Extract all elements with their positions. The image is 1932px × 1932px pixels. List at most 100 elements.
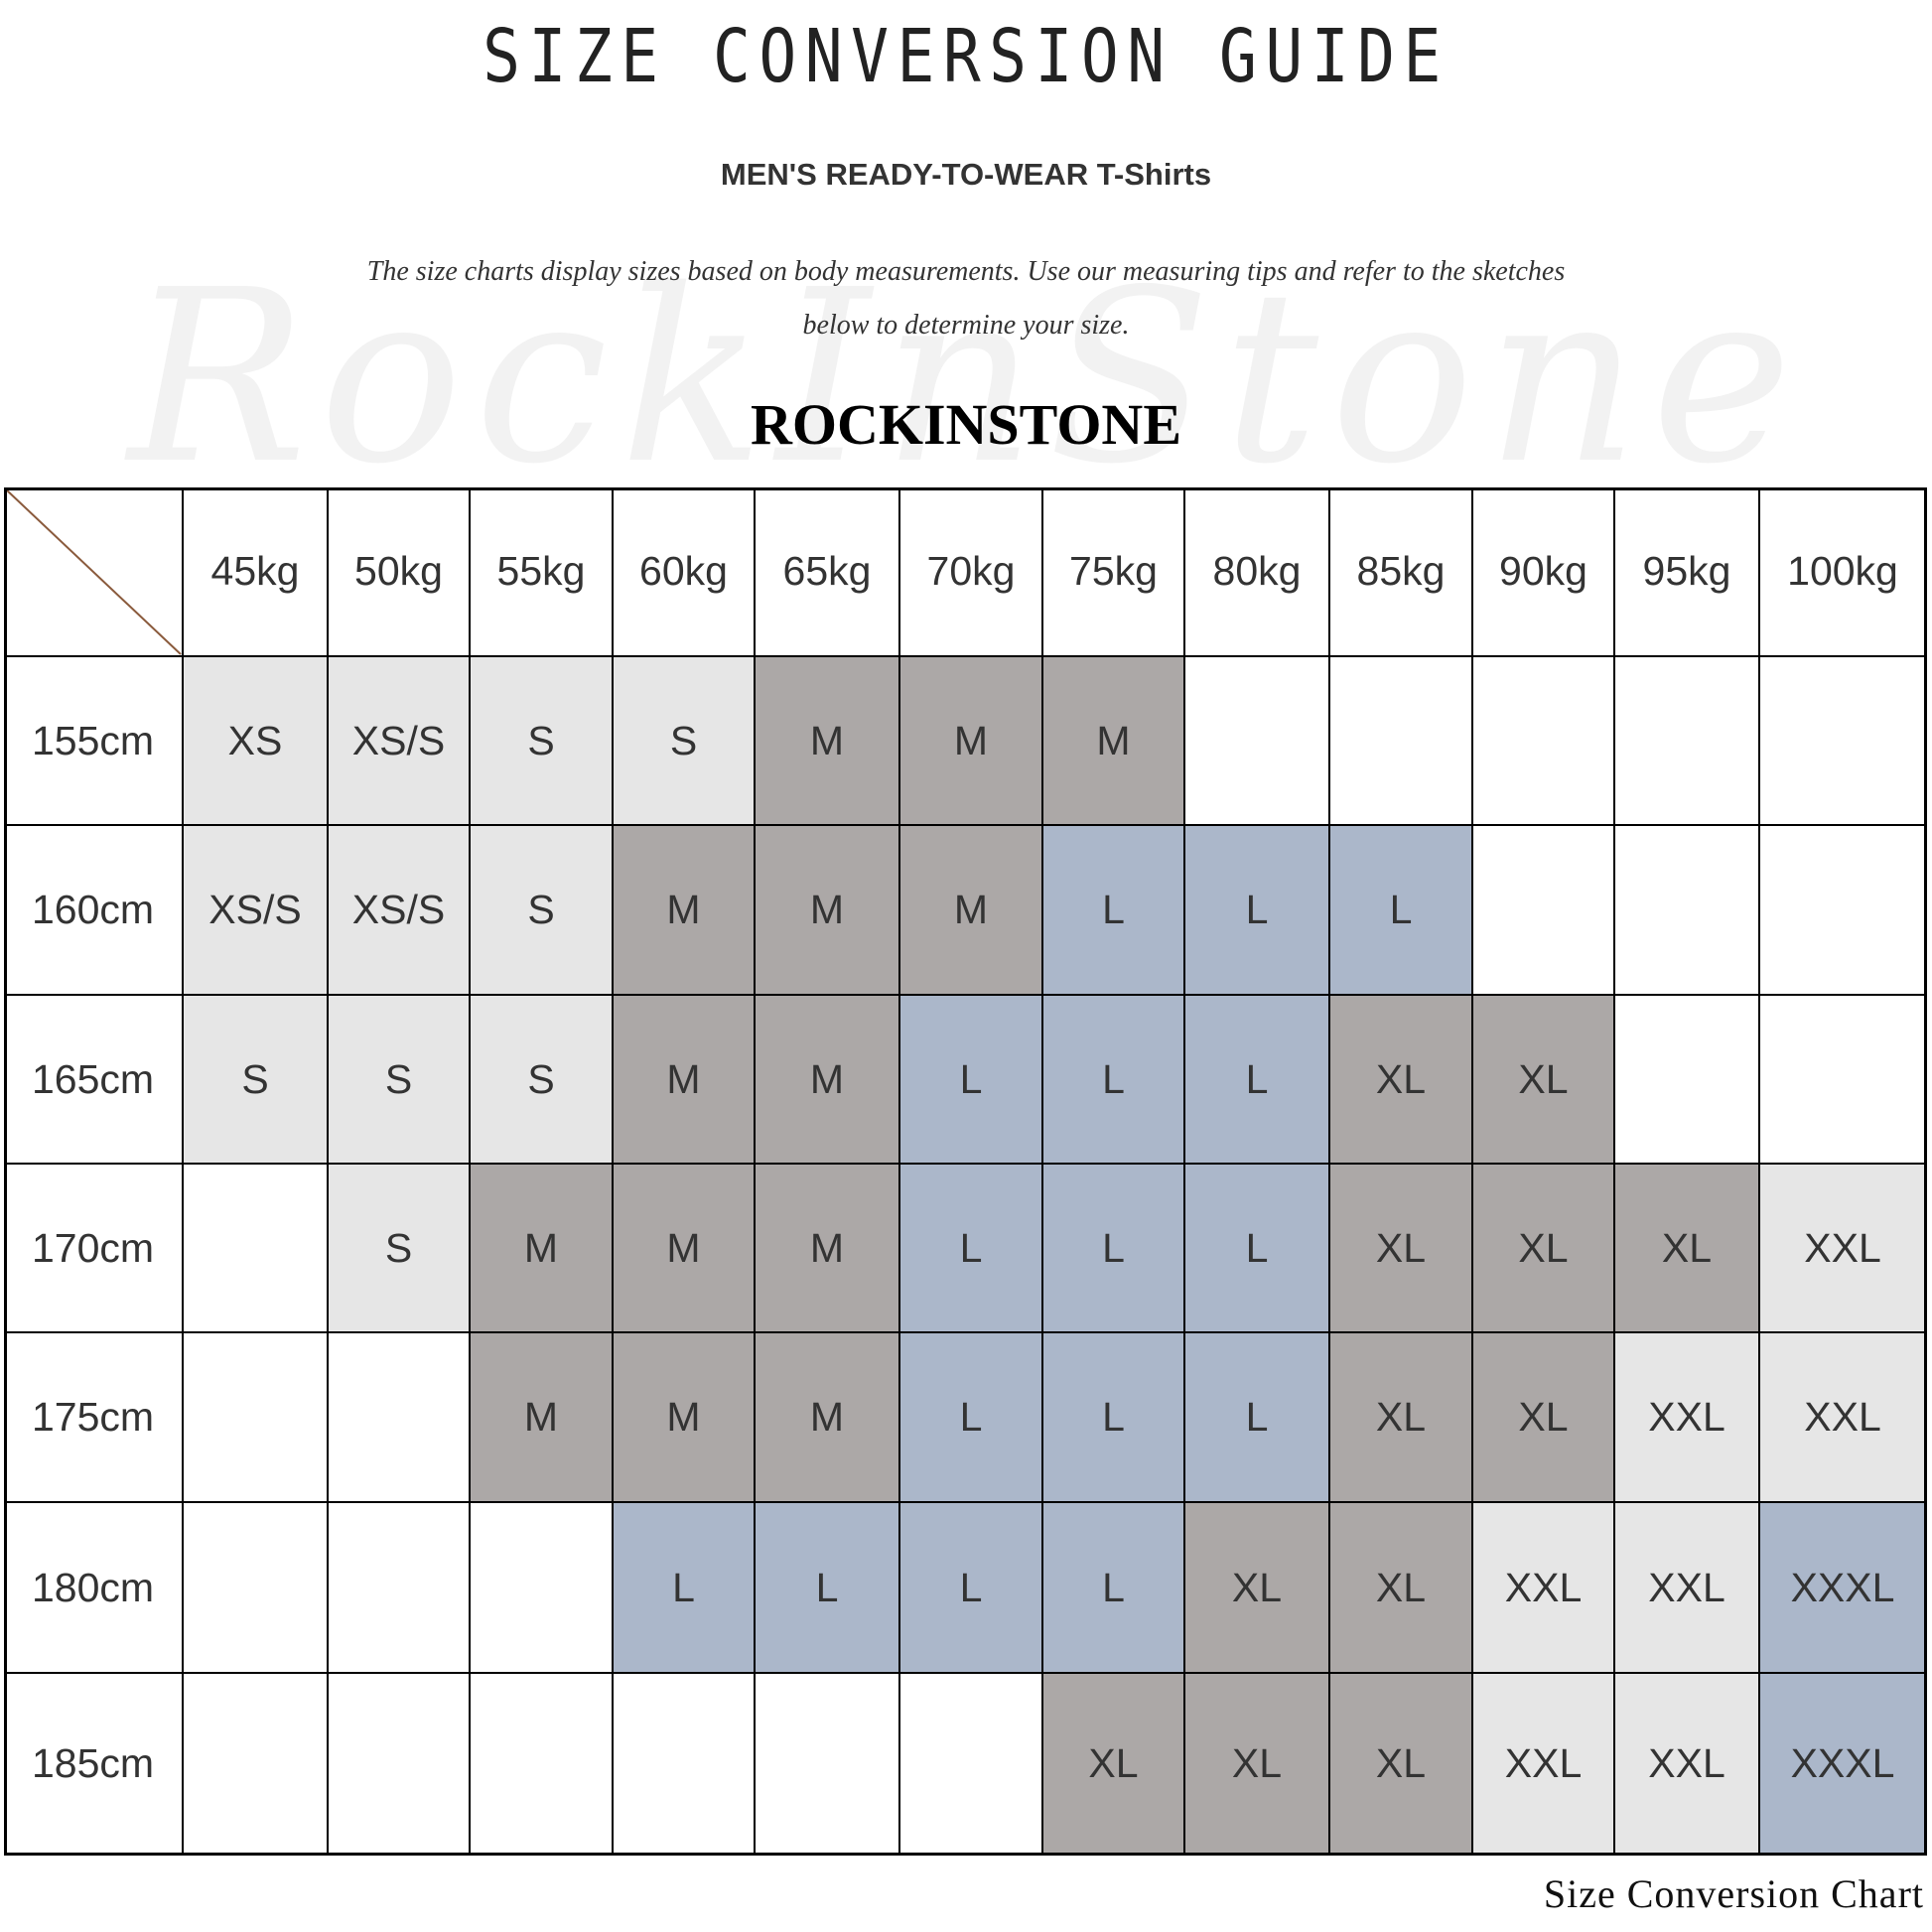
header-weight: 75kg [1043, 487, 1185, 657]
size-cell: M [756, 657, 900, 826]
size-cell: M [471, 1165, 614, 1333]
size-cell: XXL [1615, 1503, 1760, 1674]
size-cell [1760, 657, 1927, 826]
size-cell: L [1185, 826, 1330, 996]
size-cell: XL [1185, 1503, 1330, 1674]
size-cell [1615, 657, 1760, 826]
size-cell [1473, 826, 1615, 996]
size-cell: S [614, 657, 756, 826]
size-cell [1473, 657, 1615, 826]
size-cell [1185, 657, 1330, 826]
size-cell: XXL [1473, 1503, 1615, 1674]
row-height-label: 175cm [4, 1333, 184, 1503]
size-cell [900, 1674, 1043, 1856]
size-cell: L [900, 1165, 1043, 1333]
size-cell: XL [1330, 1503, 1473, 1674]
size-cell: XXXL [1760, 1503, 1927, 1674]
header-weight: 100kg [1760, 487, 1927, 657]
size-cell: M [614, 826, 756, 996]
row-height-label: 170cm [4, 1165, 184, 1333]
size-cell [614, 1674, 756, 1856]
size-cell: L [614, 1503, 756, 1674]
page-title: SIZE CONVERSION GUIDE [483, 14, 1449, 99]
header-weight: 45kg [184, 487, 329, 657]
size-cell: XXL [1760, 1165, 1927, 1333]
size-cell [184, 1333, 329, 1503]
header-weight: 55kg [471, 487, 614, 657]
size-cell: M [756, 996, 900, 1165]
size-cell: M [614, 1333, 756, 1503]
size-cell: XXL [1760, 1333, 1927, 1503]
size-cell: L [756, 1503, 900, 1674]
row-height-label: 165cm [4, 996, 184, 1165]
size-cell [471, 1503, 614, 1674]
size-cell: L [1043, 996, 1185, 1165]
header-weight: 90kg [1473, 487, 1615, 657]
size-cell: S [471, 826, 614, 996]
watermark: RockInStone [127, 238, 1805, 516]
page-subtitle: MEN'S READY-TO-WEAR T-Shirts [720, 157, 1212, 192]
row-height-label: 185cm [4, 1674, 184, 1856]
size-cell: XL [1330, 1333, 1473, 1503]
size-cell [1330, 657, 1473, 826]
size-cell: M [900, 657, 1043, 826]
size-cell: XL [1473, 1333, 1615, 1503]
size-cell: XS/S [184, 826, 329, 996]
size-cell: S [329, 996, 471, 1165]
size-cell [329, 1503, 471, 1674]
size-cell: M [1043, 657, 1185, 826]
row-height-label: 160cm [4, 826, 184, 996]
size-cell: XS/S [329, 826, 471, 996]
size-cell: M [756, 1165, 900, 1333]
row-height-label: 180cm [4, 1503, 184, 1674]
brand-name: ROCKINSTONE [750, 392, 1182, 457]
size-cell: L [1043, 1503, 1185, 1674]
size-cell [1615, 826, 1760, 996]
size-cell: XXL [1615, 1674, 1760, 1856]
size-cell: L [1185, 996, 1330, 1165]
size-cell: S [471, 996, 614, 1165]
size-cell: L [900, 1333, 1043, 1503]
header-weight: 80kg [1185, 487, 1330, 657]
size-cell: L [1043, 1165, 1185, 1333]
size-cell: XL [1330, 1674, 1473, 1856]
size-cell: M [614, 1165, 756, 1333]
description-line-2: below to determine your size. [802, 310, 1130, 341]
size-cell [329, 1674, 471, 1856]
size-cell: XXL [1473, 1674, 1615, 1856]
size-cell [1615, 996, 1760, 1165]
size-cell: L [1043, 826, 1185, 996]
size-cell: M [900, 826, 1043, 996]
size-cell [471, 1674, 614, 1856]
size-cell: L [900, 1503, 1043, 1674]
header-weight: 65kg [756, 487, 900, 657]
size-cell: L [1185, 1165, 1330, 1333]
row-height-label: 155cm [4, 657, 184, 826]
size-cell [184, 1674, 329, 1856]
size-cell: S [471, 657, 614, 826]
size-cell [756, 1674, 900, 1856]
header-weight: 50kg [329, 487, 471, 657]
footer-caption: Size Conversion Chart [1543, 1871, 1924, 1916]
size-cell: L [900, 996, 1043, 1165]
size-cell: XXXL [1760, 1674, 1927, 1856]
size-cell: S [329, 1165, 471, 1333]
size-cell: XL [1043, 1674, 1185, 1856]
size-cell: L [1043, 1333, 1185, 1503]
size-cell: XL [1473, 996, 1615, 1165]
size-cell: XL [1473, 1165, 1615, 1333]
size-cell: L [1185, 1333, 1330, 1503]
size-cell [329, 1333, 471, 1503]
size-cell: S [184, 996, 329, 1165]
size-cell [1760, 996, 1927, 1165]
header-weight: 95kg [1615, 487, 1760, 657]
size-cell: XL [1615, 1165, 1760, 1333]
header-weight: 60kg [614, 487, 756, 657]
size-cell: XL [1330, 996, 1473, 1165]
size-cell: M [614, 996, 756, 1165]
description-line-1: The size charts display sizes based on b… [366, 256, 1566, 287]
size-cell: L [1330, 826, 1473, 996]
header-weight: 70kg [900, 487, 1043, 657]
size-cell [184, 1165, 329, 1333]
size-cell [184, 1503, 329, 1674]
